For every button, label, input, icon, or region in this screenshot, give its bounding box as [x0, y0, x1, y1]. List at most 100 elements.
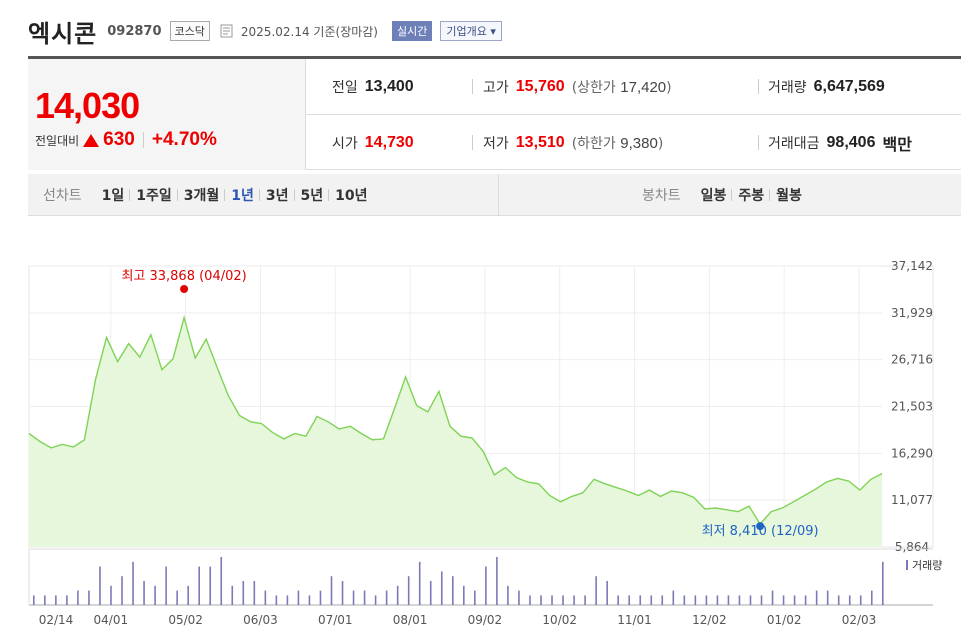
volume-bar	[341, 581, 344, 605]
volume-bar	[88, 590, 90, 605]
volume-bar	[815, 590, 818, 605]
lower-limit-label: 하한가	[577, 135, 616, 152]
y-tick-label: 16,290	[891, 446, 933, 460]
market-badge: 코스닥	[169, 21, 210, 41]
volume-bar	[661, 595, 664, 605]
high-label: 고가	[483, 79, 509, 96]
x-tick-label: 04/01	[94, 613, 129, 627]
volume-bar	[529, 595, 531, 605]
open-value: 14,730	[364, 133, 414, 151]
volume-bar	[66, 595, 68, 605]
tab-1y[interactable]: 1년	[224, 185, 260, 205]
volume-bar	[804, 595, 807, 605]
volume-bar	[275, 595, 278, 605]
stock-header: 엑시콘 092870 코스닥 2025.02.14 기준(장마감) 실시간 기업…	[28, 14, 502, 48]
amount-value: 98,406	[826, 133, 876, 151]
volume-bar	[154, 585, 156, 605]
volume-bar	[518, 590, 520, 605]
change-value: 630	[103, 129, 135, 150]
volume-bar	[826, 590, 829, 605]
volume-bar	[738, 595, 741, 605]
volume-bar	[55, 595, 57, 605]
volume-bar	[650, 595, 653, 605]
tab-1w[interactable]: 1주일	[129, 185, 178, 205]
volume-bar	[418, 561, 421, 605]
volume-bar	[176, 590, 178, 605]
x-tick-label: 05/02	[168, 613, 203, 627]
volume-bar	[463, 585, 465, 605]
y-tick-label: 21,503	[891, 400, 933, 414]
volume-legend-swatch	[906, 560, 908, 570]
volume-bar	[429, 581, 432, 605]
volume-bar	[396, 585, 399, 605]
tab-3m[interactable]: 3개월	[176, 185, 226, 205]
volume-bar	[584, 595, 586, 605]
volume-bar	[286, 595, 289, 605]
volume-bar	[760, 595, 763, 605]
up-triangle-icon	[83, 133, 100, 147]
volume-bar	[143, 581, 145, 605]
tab-monthly[interactable]: 월봉	[769, 185, 808, 205]
tab-daily[interactable]: 일봉	[700, 187, 727, 204]
volume-bar	[694, 595, 697, 605]
line-chart-title: 선차트	[43, 187, 82, 204]
volume-bar	[870, 590, 873, 605]
volume-bar	[859, 595, 862, 605]
tab-1d[interactable]: 1일	[101, 187, 125, 204]
tab-10y[interactable]: 10년	[328, 185, 373, 205]
volume-bar	[187, 585, 189, 605]
current-price: 14,030	[35, 85, 140, 126]
change-row: 전일대비 630 +4.70%	[35, 129, 217, 151]
tab-weekly[interactable]: 주봉	[731, 185, 770, 205]
realtime-button[interactable]: 실시간	[392, 21, 433, 41]
candle-chart-title: 봉차트	[642, 187, 681, 204]
volume-bar	[882, 561, 884, 605]
quote-panel: 14,030 전일대비 630 +4.70% 전일 13,400 고가 15,7…	[28, 56, 961, 170]
x-tick-label: 07/01	[318, 613, 353, 627]
volume-bar	[485, 566, 487, 605]
upper-limit-value: 17,420	[620, 78, 667, 96]
volume-value: 6,647,569	[813, 77, 885, 95]
x-tick-label: 02/14	[39, 613, 74, 627]
volume-bar	[198, 566, 200, 605]
volume-bar	[121, 576, 123, 605]
company-overview-button[interactable]: 기업개요 ▾	[440, 21, 502, 41]
volume-bar	[253, 581, 256, 605]
volume-bar	[308, 595, 311, 605]
divider	[472, 79, 473, 94]
chart-tabs: 선차트 1일 1주일 3개월 1년 3년 5년 10년 봉차트 일봉 주봉 월봉	[28, 174, 961, 216]
amount-cell: 거래대금 98,406 백만	[768, 115, 912, 170]
stock-code: 092870	[107, 23, 162, 39]
volume-bar	[771, 590, 774, 605]
open-label: 시가	[332, 135, 358, 152]
stock-name: 엑시콘	[28, 19, 98, 48]
volume-bar	[77, 590, 79, 605]
tab-3y[interactable]: 3년	[258, 185, 295, 205]
change-label: 전일대비	[35, 133, 80, 148]
volume-bar	[110, 585, 112, 605]
volume-bar	[496, 557, 498, 605]
min-label: 최저 8,410 (12/09)	[702, 524, 819, 539]
y-tick-label: 31,929	[891, 306, 933, 320]
volume-bar	[165, 566, 167, 605]
volume-bar	[33, 595, 35, 605]
volume-bar	[209, 566, 212, 605]
lower-limit-value: 9,380	[620, 134, 658, 152]
y-tick-label: 11,077	[891, 493, 933, 507]
quote-row-2: 시가 14,730 저가 13,510 (하한가 9,380) 거래대금 98,…	[306, 115, 961, 170]
volume-bar	[99, 566, 101, 605]
volume-bar	[242, 581, 245, 605]
max-label: 최고 33,868 (04/02)	[121, 269, 246, 284]
tab-5y[interactable]: 5년	[293, 185, 330, 205]
volume-bar	[132, 561, 134, 605]
reference-date: 2025.02.14 기준(장마감)	[240, 24, 378, 39]
current-price-box: 14,030 전일대비 630 +4.70%	[28, 59, 306, 170]
volume-bar	[573, 595, 575, 605]
volume-bar	[297, 590, 300, 605]
upper-limit: (상한가 17,420)	[571, 78, 672, 96]
volume-bar	[474, 590, 476, 605]
volume-bar	[551, 595, 553, 605]
volume-bar	[231, 585, 234, 605]
min-marker	[756, 522, 765, 531]
volume-bar	[540, 595, 542, 605]
